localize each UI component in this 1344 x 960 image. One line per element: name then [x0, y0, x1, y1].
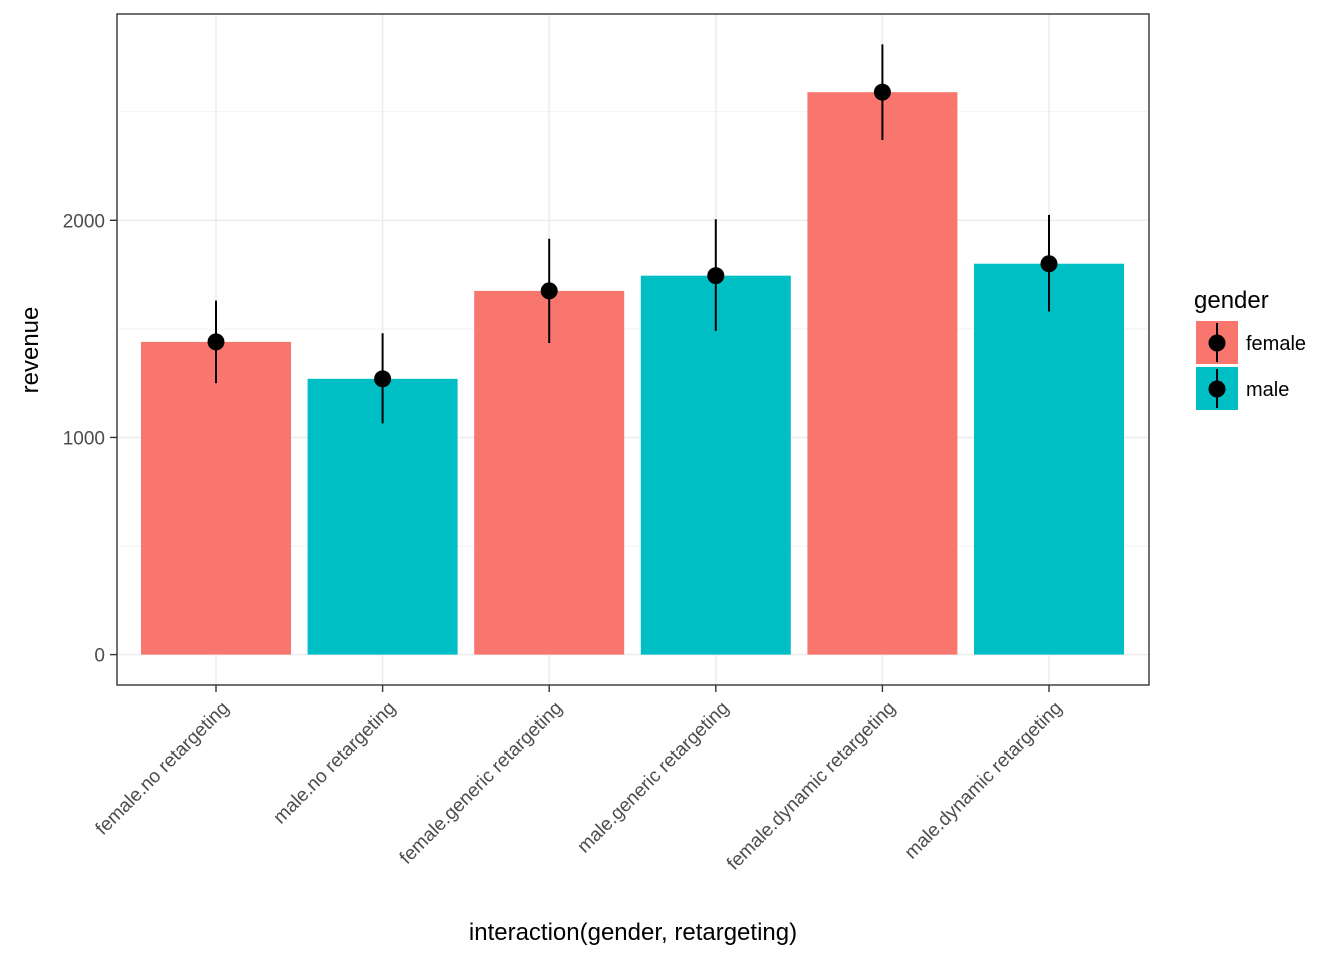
legend-title: gender [1194, 287, 1269, 314]
mean-point [707, 267, 725, 285]
y-axis: 0 1000 2000 [63, 211, 117, 667]
x-tick-label: male.generic retargeting [574, 698, 734, 858]
x-axis-title: interaction(gender, retargeting) [469, 919, 797, 946]
y-tick-label: 0 [94, 646, 105, 667]
mean-point [1040, 255, 1058, 273]
legend-point-glyph [1208, 380, 1226, 398]
mean-point [873, 83, 891, 101]
y-axis-title: revenue [17, 307, 44, 394]
legend-point-glyph [1208, 334, 1226, 352]
mean-point [374, 370, 392, 388]
x-tick-label: female.no retargeting [92, 698, 234, 840]
legend: female male [1196, 321, 1306, 410]
y-tick-label: 2000 [63, 211, 105, 232]
x-axis: female.no retargeting male.no retargeting… [92, 685, 1067, 875]
bar-male-dynamic-retargeting [974, 263, 1124, 655]
bar-female-generic-retargeting [474, 290, 625, 655]
x-tick-label: female.dynamic retargeting [723, 698, 900, 875]
bar-male-generic-retargeting [640, 275, 791, 655]
bar-female-no-retargeting [141, 341, 291, 655]
y-tick-label: 1000 [63, 428, 105, 449]
bar-female-dynamic-retargeting [807, 92, 958, 655]
x-tick-label: male.dynamic retargeting [901, 698, 1067, 864]
bars-layer [141, 92, 1124, 655]
plot-panel-border [116, 13, 1150, 686]
x-tick-label: female.generic retargeting [396, 698, 567, 869]
errorbars-layer [207, 44, 1058, 424]
x-tick-label: male.no retargeting [270, 698, 401, 829]
mean-point [540, 282, 558, 300]
bar-male-no-retargeting [307, 378, 458, 655]
legend-label-male: male [1246, 379, 1289, 401]
mean-point [207, 333, 225, 351]
legend-label-female: female [1246, 333, 1306, 355]
